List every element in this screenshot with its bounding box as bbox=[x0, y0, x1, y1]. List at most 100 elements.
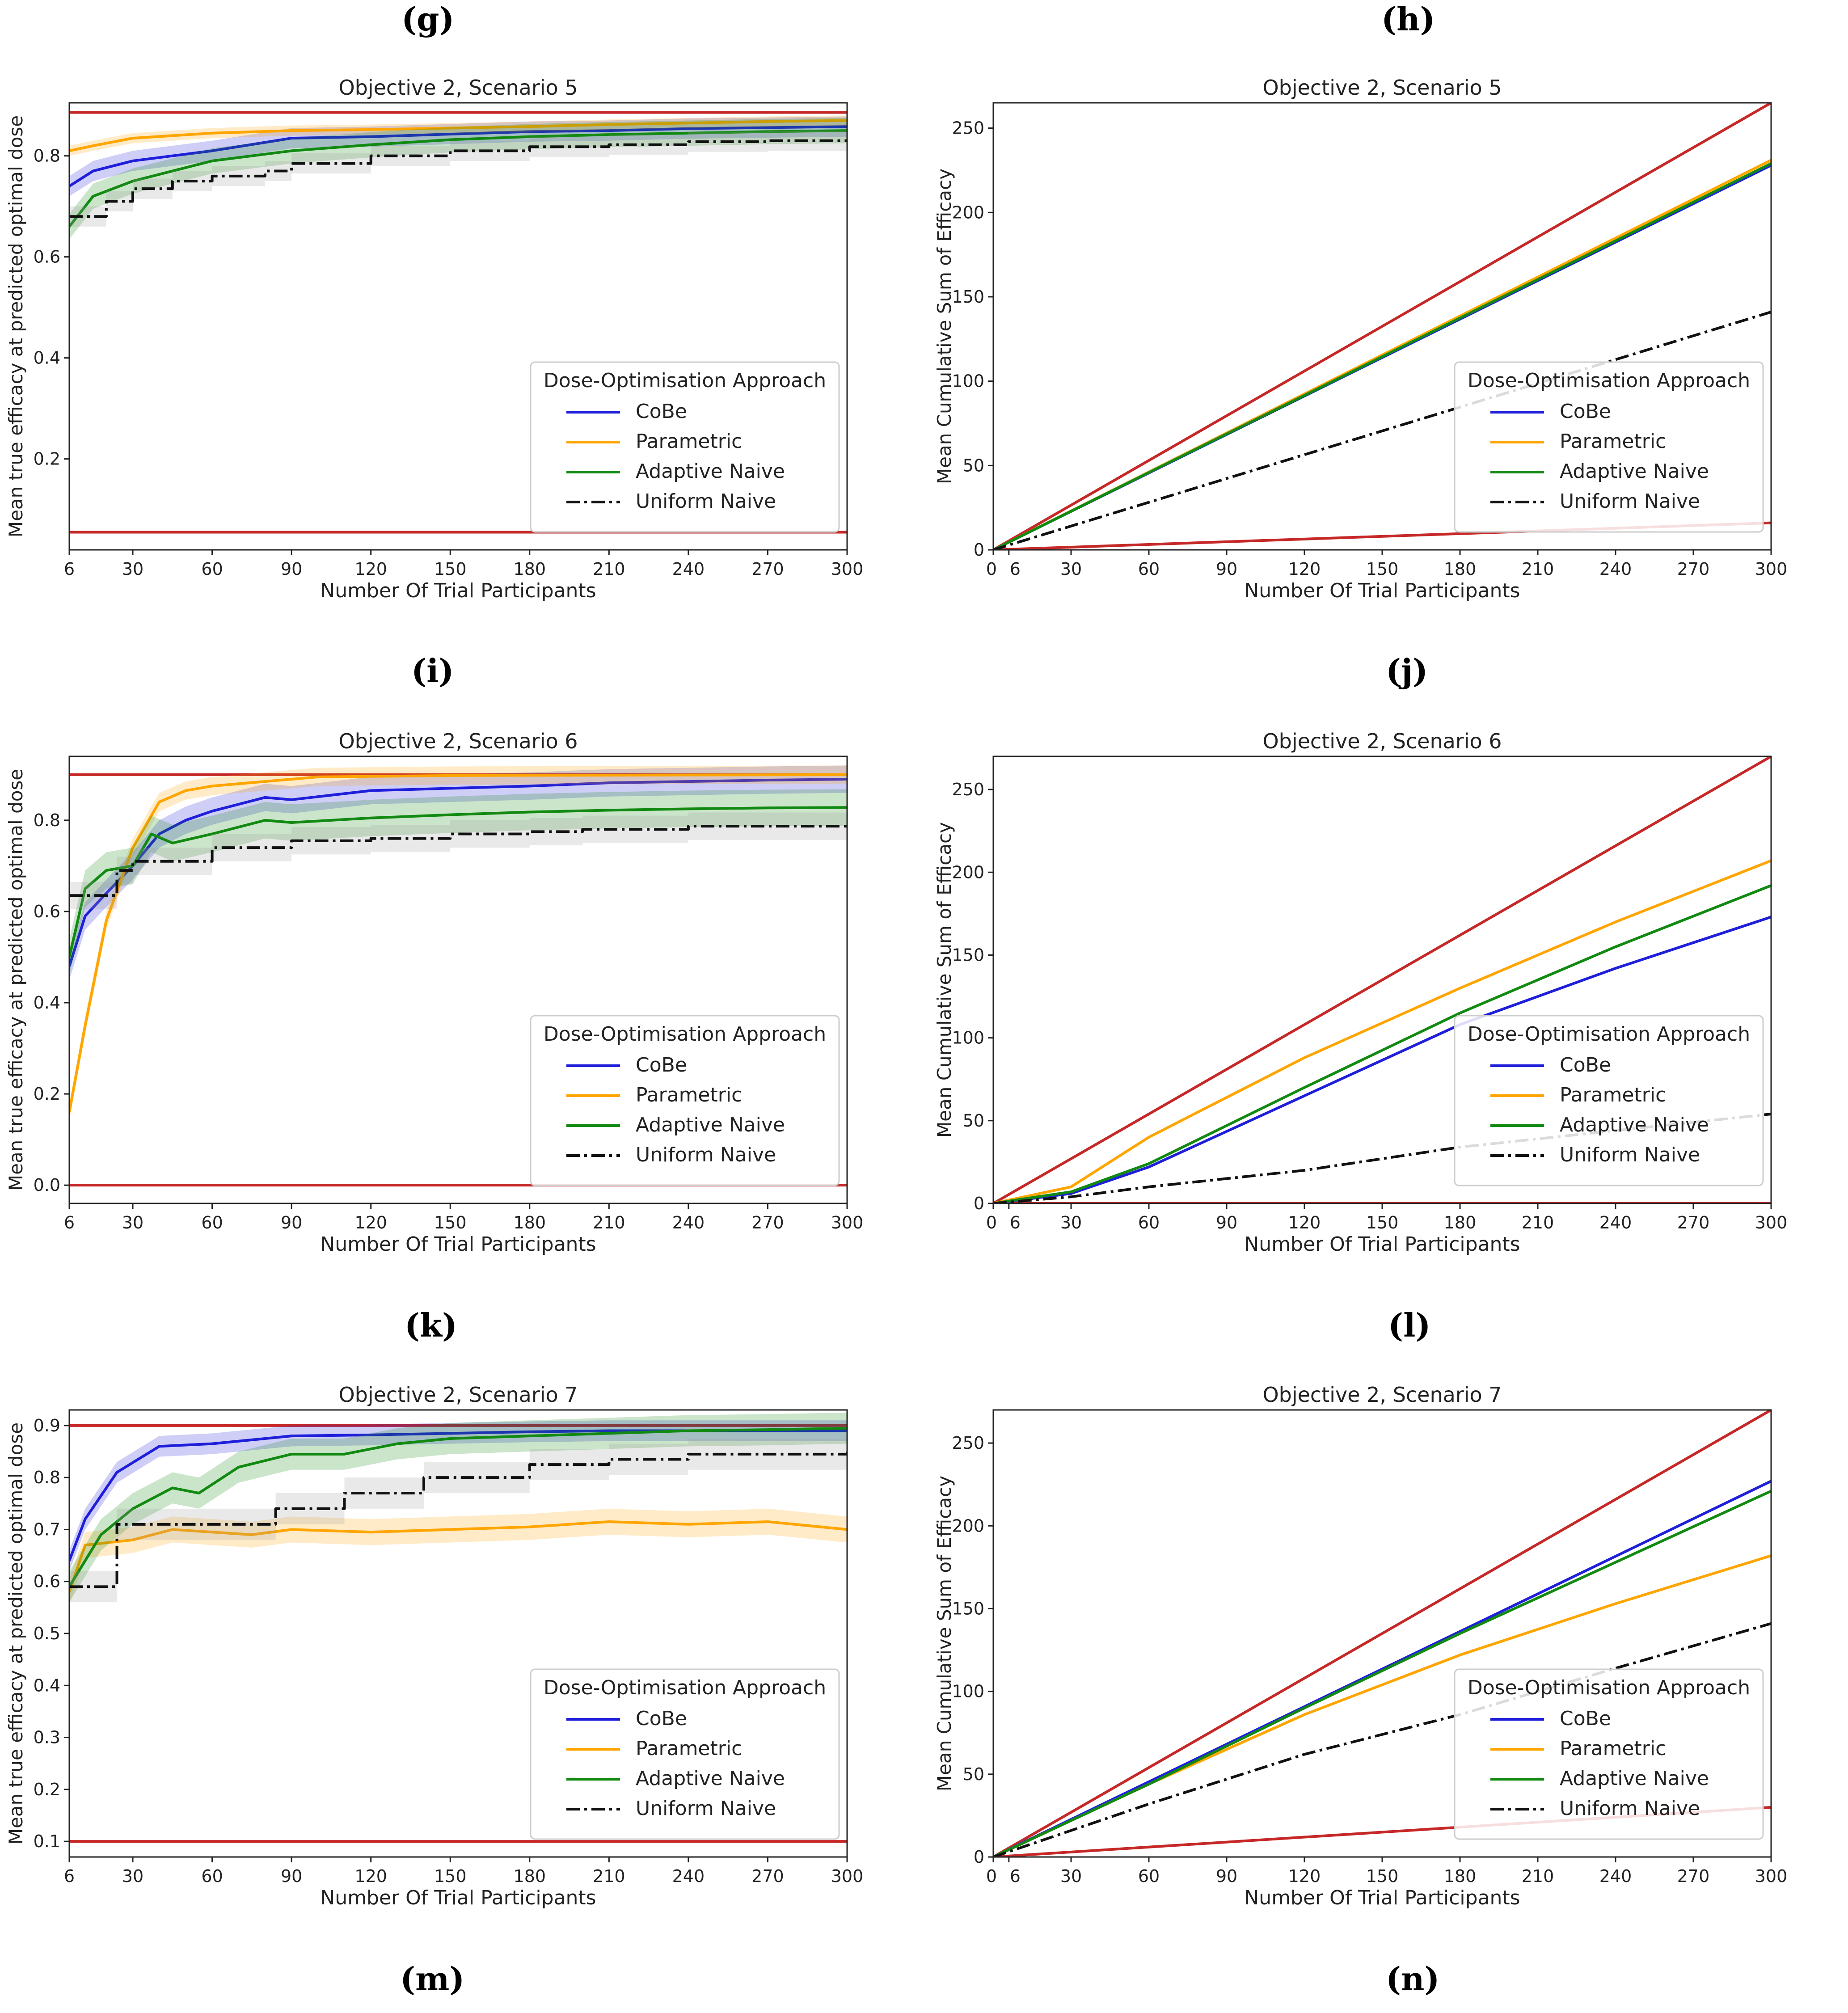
x-tick-label: 90 bbox=[281, 559, 302, 579]
x-tick-label: 270 bbox=[1677, 1866, 1710, 1886]
chart-s6-cumulative: Objective 2, Scenario 60 6 30 60 90 120 150 180… bbox=[933, 729, 1787, 1256]
legend-title: Dose-Optimisation Approach bbox=[1468, 1676, 1750, 1699]
legend-label: Parametric bbox=[1560, 1737, 1666, 1760]
y-tick-label: 0 bbox=[974, 1847, 984, 1867]
series-line bbox=[69, 778, 847, 967]
x-tick-label: 210 bbox=[1522, 1213, 1554, 1232]
legend: Dose-Optimisation Approach CoBe Parametric… bbox=[530, 1015, 840, 1186]
x-tick-label: 180 bbox=[514, 559, 546, 579]
plot-area bbox=[993, 103, 1771, 550]
series-line bbox=[993, 162, 1771, 550]
legend-title: Dose-Optimisation Approach bbox=[1468, 369, 1750, 392]
confidence-band bbox=[69, 811, 847, 909]
x-tick-label: 300 bbox=[831, 559, 864, 579]
x-tick-label: 270 bbox=[1677, 559, 1710, 579]
chart-s6-efficacy: Objective 2, Scenario 6 6 30 60 90 120 150 180 2… bbox=[5, 729, 863, 1256]
y-tick-label: 0 bbox=[974, 1194, 984, 1213]
y-tick-label: 0.4 bbox=[34, 1675, 60, 1695]
x-tick-label: 270 bbox=[751, 1213, 784, 1232]
x-tick-label: 240 bbox=[1599, 1213, 1632, 1232]
confidence-band bbox=[69, 1436, 847, 1603]
y-tick-label: 0 bbox=[974, 540, 984, 560]
x-axis-label: Number Of Trial Participants bbox=[320, 579, 596, 602]
series-line bbox=[993, 1490, 1771, 1857]
y-tick-label: 0.8 bbox=[34, 810, 60, 830]
confidence-band bbox=[69, 115, 847, 156]
x-axis-label: Number Of Trial Participants bbox=[1244, 579, 1520, 602]
y-tick-label: 0.0 bbox=[34, 1175, 60, 1195]
reference-line bbox=[993, 103, 1771, 550]
y-tick-label: 0.5 bbox=[34, 1624, 60, 1643]
y-tick-label: 50 bbox=[963, 456, 984, 475]
y-tick-label: 0.1 bbox=[34, 1832, 60, 1851]
series-line bbox=[993, 916, 1771, 1203]
legend: Dose-Optimisation Approach CoBe Parametric… bbox=[1454, 1015, 1764, 1186]
y-tick-label: 0.7 bbox=[34, 1519, 60, 1539]
y-tick-label: 0.4 bbox=[34, 348, 60, 368]
y-tick-label: 150 bbox=[952, 287, 984, 307]
y-tick-label: 200 bbox=[952, 1516, 984, 1536]
legend-label: CoBe bbox=[1560, 400, 1611, 423]
x-tick-label: 30 bbox=[1060, 1213, 1082, 1232]
legend-label: Uniform Naive bbox=[1560, 490, 1700, 513]
y-tick-label: 150 bbox=[952, 945, 984, 965]
x-tick-label: 60 bbox=[201, 1213, 223, 1232]
y-tick-label: 0.4 bbox=[34, 993, 60, 1013]
legend-label: CoBe bbox=[1560, 1054, 1611, 1076]
x-tick-label: 270 bbox=[751, 1866, 784, 1886]
plot-area bbox=[69, 1412, 847, 1843]
x-tick-label: 150 bbox=[1366, 1866, 1399, 1886]
x-tick-label: 0 bbox=[986, 1213, 997, 1232]
y-tick-label: 0.6 bbox=[34, 1572, 60, 1591]
legend-label: Uniform Naive bbox=[1560, 1797, 1700, 1820]
x-tick-label: 150 bbox=[434, 1213, 467, 1232]
legend-label: Uniform Naive bbox=[636, 1797, 776, 1820]
y-tick-label: 250 bbox=[952, 780, 984, 799]
chart-s5-cumulative: Objective 2, Scenario 50 6 30 60 90 120 150 180… bbox=[933, 76, 1787, 602]
panel-letter-g: (g) bbox=[401, 0, 455, 38]
x-tick-label: 150 bbox=[1366, 1213, 1399, 1232]
legend: Dose-Optimisation Approach CoBe Parametric… bbox=[530, 361, 840, 533]
legend-title: Dose-Optimisation Approach bbox=[1468, 1023, 1750, 1046]
confidence-band bbox=[69, 765, 847, 980]
x-tick-label: 180 bbox=[1444, 1213, 1477, 1232]
plot-area bbox=[993, 1410, 1771, 1857]
x-tick-label: 210 bbox=[1522, 559, 1554, 579]
legend-label: CoBe bbox=[1560, 1707, 1611, 1730]
x-tick-label: 30 bbox=[1060, 1866, 1082, 1886]
series-line bbox=[993, 884, 1771, 1203]
panel-letter-m: (m) bbox=[400, 1960, 465, 1998]
x-tick-label: 210 bbox=[1522, 1866, 1554, 1886]
legend-box bbox=[1454, 1668, 1764, 1840]
series-line bbox=[69, 119, 847, 152]
legend-label: Adaptive Naive bbox=[1560, 1767, 1709, 1790]
x-tick-label: 210 bbox=[593, 559, 625, 579]
legend-label: CoBe bbox=[636, 1707, 687, 1730]
x-tick-label: 150 bbox=[434, 559, 467, 579]
x-tick-label: 6 bbox=[1010, 559, 1021, 579]
legend-label: Adaptive Naive bbox=[1560, 1114, 1709, 1136]
chart-title: Objective 2, Scenario 5 bbox=[1262, 76, 1502, 100]
panel-letter-j: (j) bbox=[1386, 652, 1428, 690]
x-tick-label: 60 bbox=[201, 1866, 223, 1886]
series-line bbox=[993, 311, 1771, 550]
legend-label: Parametric bbox=[1560, 1084, 1666, 1106]
x-tick-label: 60 bbox=[1138, 1213, 1160, 1232]
x-tick-label: 300 bbox=[831, 1866, 864, 1886]
legend-label: Adaptive Naive bbox=[1560, 460, 1709, 483]
y-tick-label: 0.2 bbox=[34, 1780, 60, 1799]
x-tick-label: 300 bbox=[1755, 1866, 1788, 1886]
x-tick-label: 120 bbox=[1288, 1213, 1321, 1232]
chart-s5-efficacy: Objective 2, Scenario 5 6 30 60 90 120 150 180 2… bbox=[5, 76, 864, 602]
x-tick-label: 240 bbox=[672, 1213, 705, 1232]
x-tick-label: 180 bbox=[1444, 1866, 1477, 1886]
legend-label: Adaptive Naive bbox=[636, 460, 785, 483]
panel-label-m: (m) bbox=[400, 1960, 464, 1998]
y-axis-label: Mean true efficacy at predicted optimal … bbox=[5, 769, 27, 1191]
plot-area bbox=[69, 765, 847, 1187]
y-tick-label: 0.8 bbox=[34, 146, 60, 166]
plot-area bbox=[69, 111, 847, 534]
legend-label: Parametric bbox=[636, 1084, 742, 1106]
x-tick-label: 60 bbox=[1138, 1866, 1160, 1886]
